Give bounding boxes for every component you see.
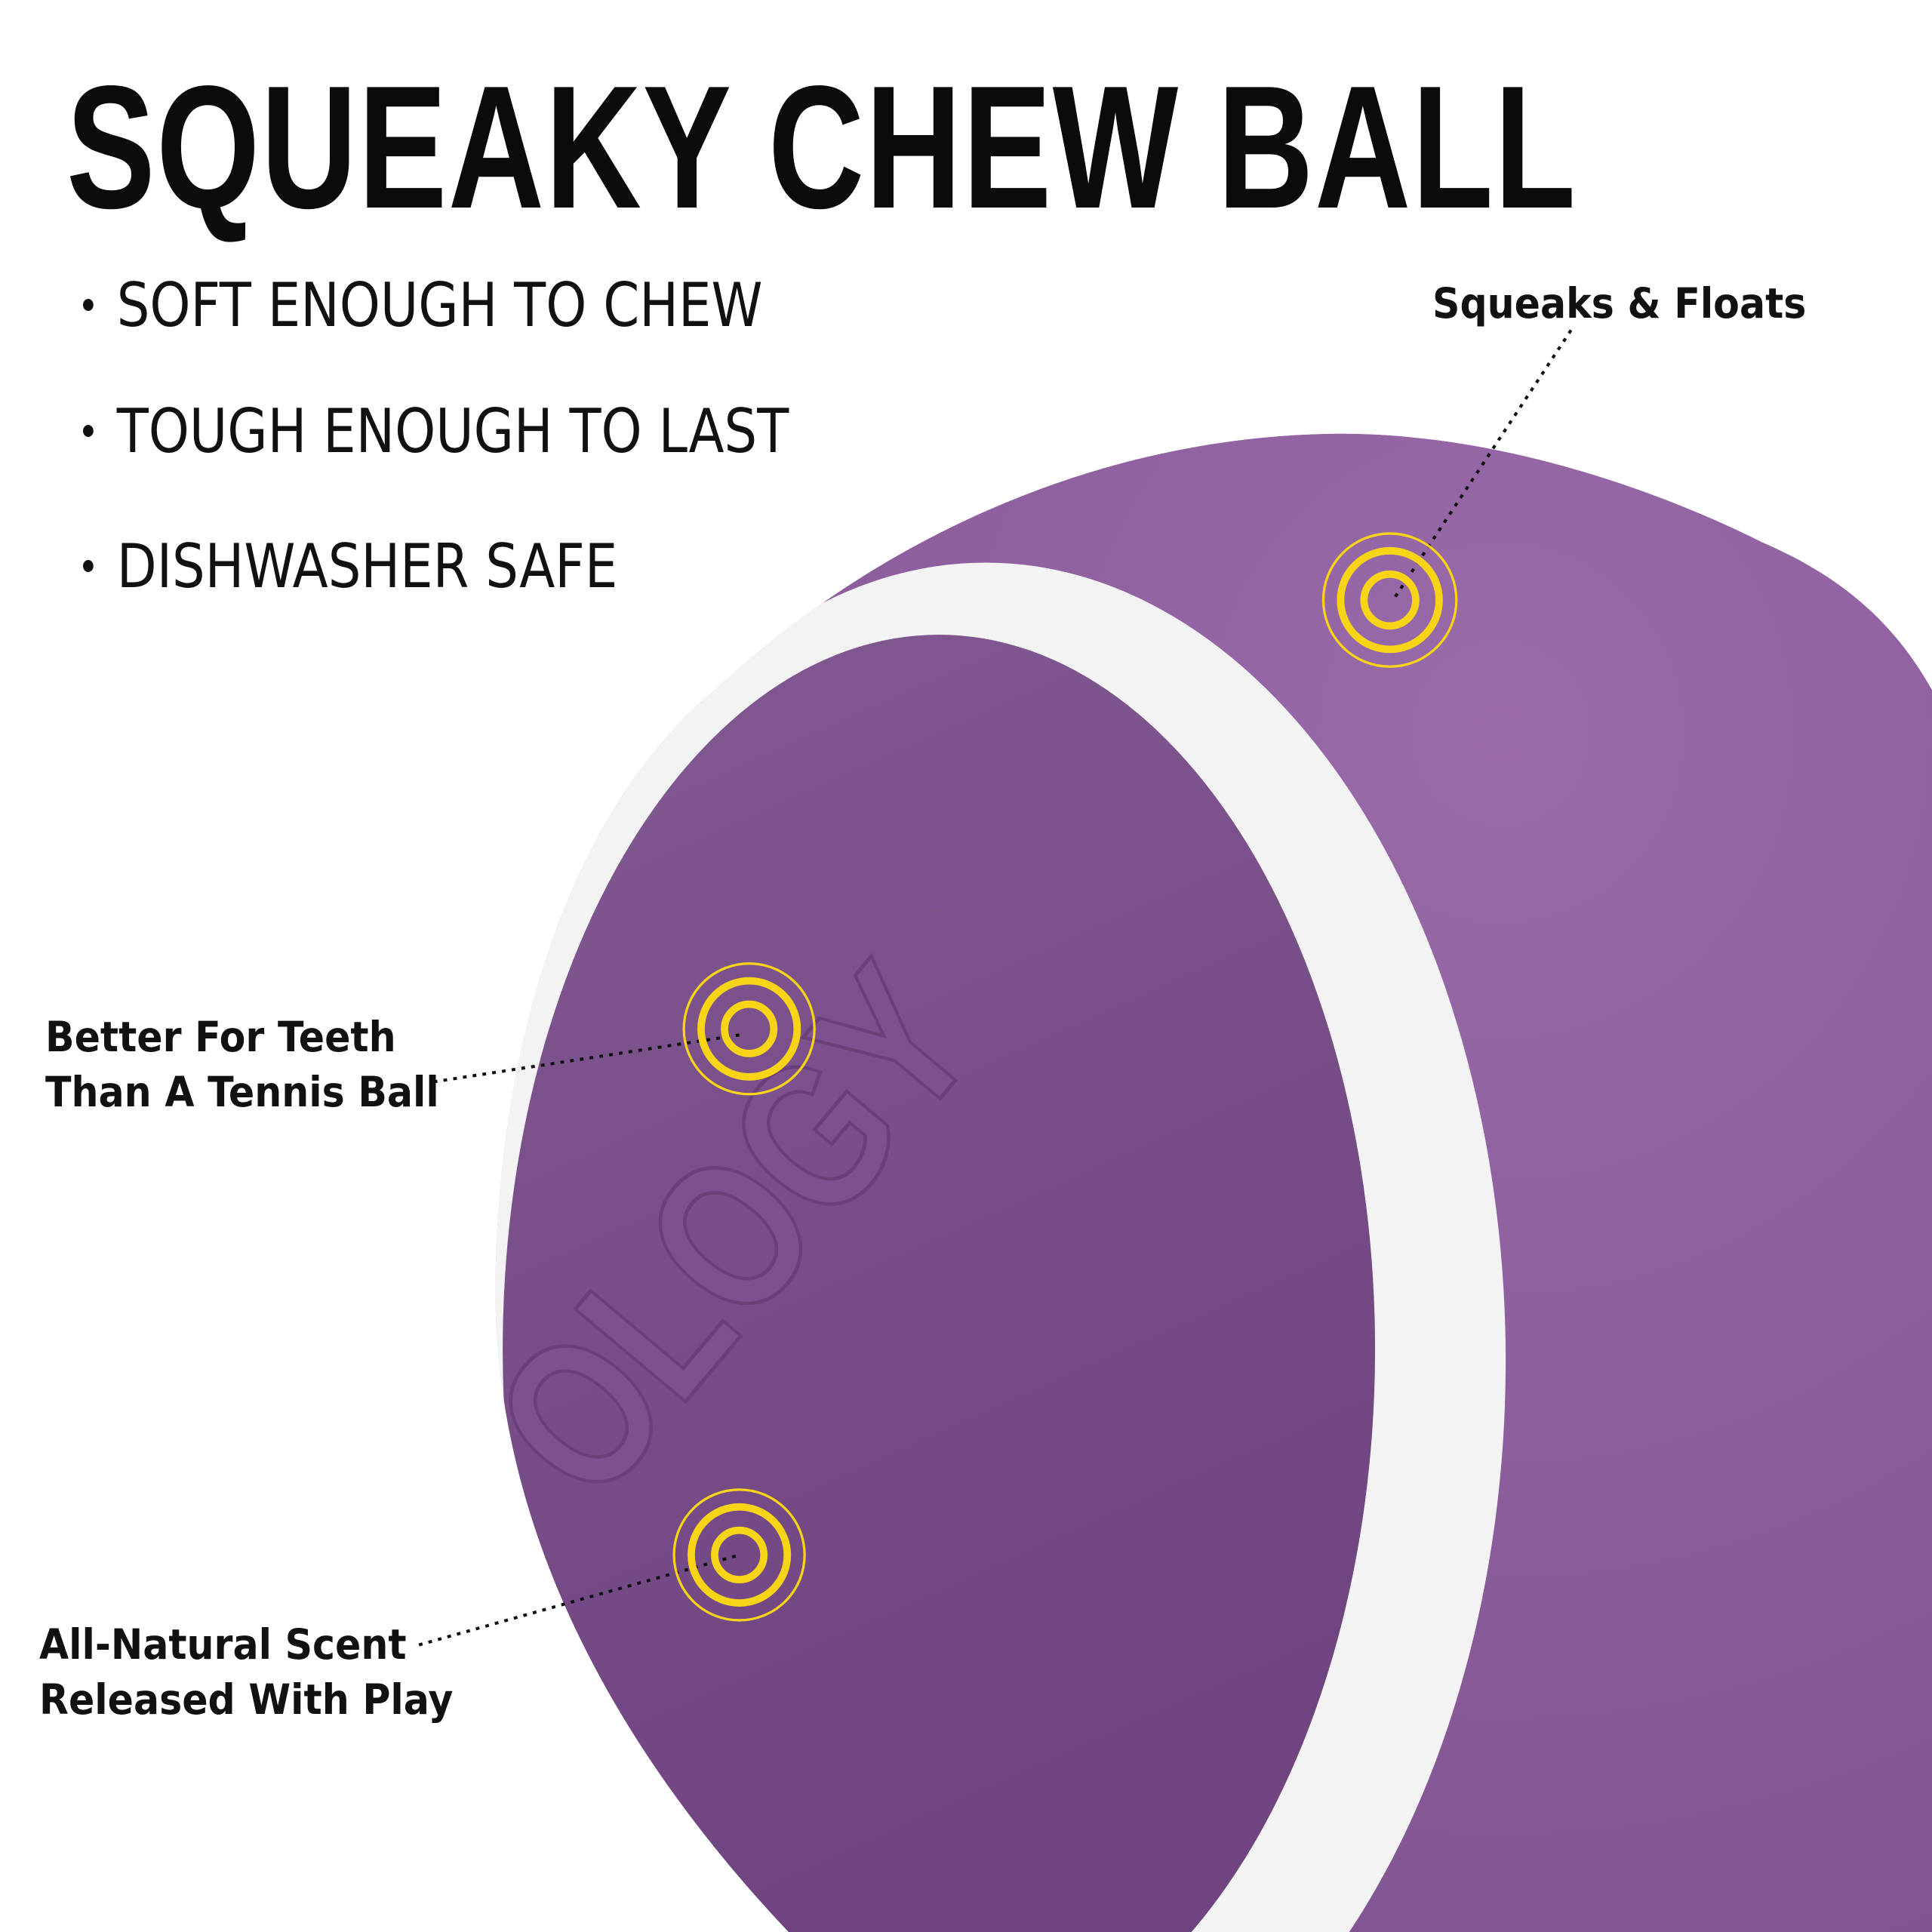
- target-ring-icon: [672, 1488, 806, 1622]
- feature-text: DISHWASHER SAFE: [116, 531, 618, 601]
- leader-line-squeaks: [1393, 329, 1573, 598]
- callout-squeaks-floats: Squeaks & Floats: [1432, 279, 1807, 328]
- target-ring-icon: [682, 962, 816, 1096]
- feature-text: TOUGH ENOUGH TO LAST: [116, 396, 789, 466]
- callout-line: Released With Play: [39, 1675, 454, 1724]
- feature-bullet: DISHWASHER SAFE: [83, 537, 617, 597]
- callout-line: Better For Teeth: [45, 1013, 396, 1061]
- callout-line: Than A Tennis Ball: [45, 1068, 439, 1116]
- target-ring-icon: [1321, 532, 1458, 668]
- feature-bullet: SOFT ENOUGH TO CHEW: [83, 275, 762, 336]
- bullet-dot-icon: [83, 299, 94, 312]
- leader-line-teeth: [433, 1033, 740, 1084]
- callout-natural-scent: All-Natural Scent Released With Play: [39, 1617, 453, 1727]
- bullet-dot-icon: [83, 560, 94, 573]
- page-title: SQUEAKY CHEW BALL: [66, 50, 1577, 245]
- feature-text: SOFT ENOUGH TO CHEW: [116, 270, 763, 340]
- leader-line-scent: [418, 1553, 740, 1647]
- callout-line: All-Natural Scent: [39, 1620, 407, 1669]
- callout-better-for-teeth: Better For Teeth Than A Tennis Ball: [45, 1010, 439, 1120]
- feature-bullet: TOUGH ENOUGH TO LAST: [83, 401, 789, 462]
- bullet-dot-icon: [83, 425, 94, 438]
- ball-inner-panel: [503, 635, 1376, 1932]
